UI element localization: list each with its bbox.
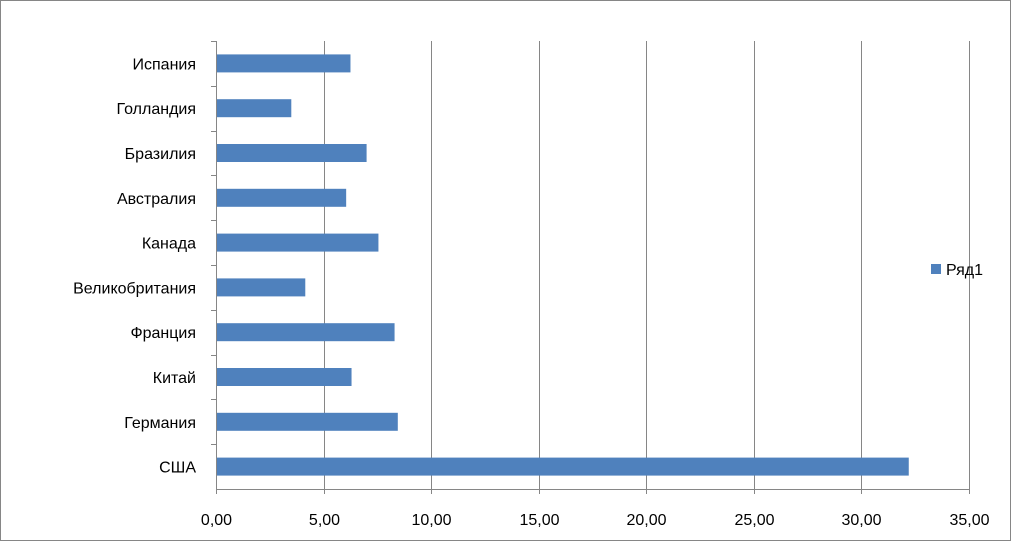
category-label: Франция <box>130 325 196 342</box>
x-tick-labels: 0,00 5,00 10,00 15,00 20,00 25,00 30,00 35,00 <box>201 512 990 529</box>
category-label: Великобритания <box>73 280 196 297</box>
bar <box>216 233 379 252</box>
bar <box>216 99 292 118</box>
category-label: США <box>159 460 196 477</box>
category-label: Германия <box>124 415 196 432</box>
x-tick-label: 35,00 <box>949 512 989 529</box>
x-tick-label: 5,00 <box>309 512 340 529</box>
bar <box>216 54 351 73</box>
bar <box>216 188 347 207</box>
category-label: Австралия <box>117 191 196 208</box>
category-label: Китай <box>153 370 196 387</box>
legend-swatch <box>931 264 941 274</box>
category-label: Канада <box>142 236 196 253</box>
category-label: Испания <box>133 56 197 73</box>
x-tick-label: 0,00 <box>201 512 232 529</box>
bar <box>216 457 909 476</box>
gridlines <box>324 41 970 489</box>
bar <box>216 412 398 431</box>
bars <box>216 54 909 476</box>
legend: Ряд1 <box>931 262 983 279</box>
category-label: Голландия <box>117 101 196 118</box>
category-labels: США Германия Китай Франция Великобритания Кан… <box>73 56 196 476</box>
category-label: Бразилия <box>125 146 196 163</box>
x-tick-label: 15,00 <box>519 512 559 529</box>
bar <box>216 278 306 297</box>
bar <box>216 144 367 162</box>
x-tick-label: 20,00 <box>626 512 666 529</box>
x-tick-label: 30,00 <box>841 512 881 529</box>
x-tick-label: 25,00 <box>734 512 774 529</box>
legend-label: Ряд1 <box>946 262 983 279</box>
axes <box>211 41 970 494</box>
bar <box>216 323 395 342</box>
x-tick-label: 10,00 <box>411 512 451 529</box>
bar <box>216 368 352 386</box>
